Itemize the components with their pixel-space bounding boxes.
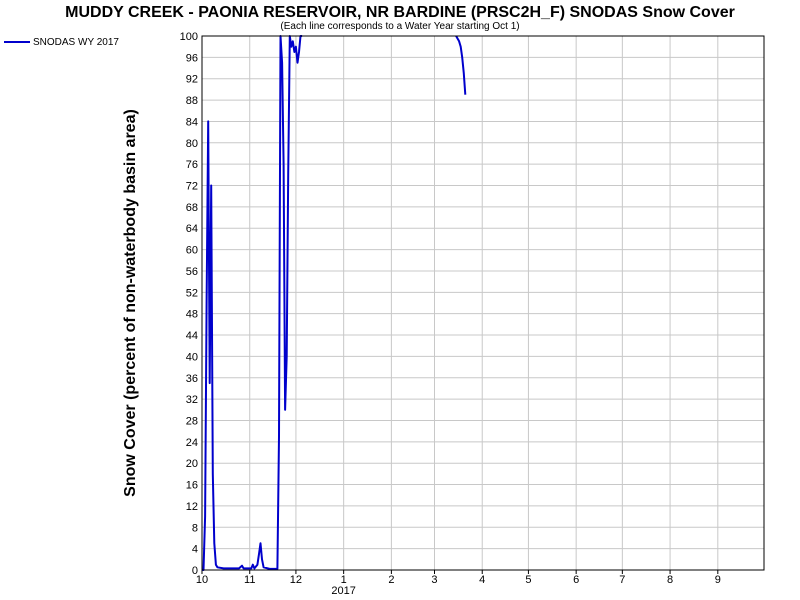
grid [201,35,764,571]
y-tick-label: 28 [186,415,198,427]
x-tick-label: 12 [290,574,302,586]
y-tick-label: 68 [186,202,198,214]
y-tick-label: 16 [186,480,198,492]
y-tick-label: 20 [186,458,198,470]
y-tick-label: 92 [186,74,198,86]
x-tick-label: 9 [715,574,721,586]
y-tick-label: 36 [186,373,198,385]
y-tick-label: 100 [180,31,198,43]
y-tick-label: 4 [192,544,198,556]
legend-label: SNODAS WY 2017 [33,37,119,48]
y-tick-label: 80 [186,138,198,150]
y-tick-label: 48 [186,309,198,321]
chart-subtitle: (Each line corresponds to a Water Year s… [280,21,519,32]
x-tick-label: 3 [431,574,437,586]
x-tick-label: 1 [341,574,347,586]
plot-border [201,35,765,571]
legend: SNODAS WY 2017 [4,37,119,48]
x-tick-label: 6 [573,574,579,586]
y-tick-label: 84 [186,116,198,128]
x-tick-label: 8 [667,574,673,586]
y-tick-label: 88 [186,95,198,107]
chart-title: MUDDY CREEK - PAONIA RESERVOIR, NR BARDI… [65,4,735,21]
x-year-label: 2017 [331,585,355,597]
x-tick-label: 10 [196,574,208,586]
y-tick-label: 32 [186,394,198,406]
y-tick-label: 40 [186,351,198,363]
y-tick-label: 0 [192,565,198,577]
y-axis-ticks: 0481216202428323640444852566064687276808… [180,31,198,577]
x-tick-label: 5 [525,574,531,586]
series-layer [202,35,467,571]
y-tick-label: 72 [186,181,198,193]
y-tick-label: 8 [192,522,198,534]
y-tick-label: 52 [186,287,198,299]
y-tick-label: 12 [186,501,198,513]
y-tick-label: 44 [186,330,198,342]
y-tick-label: 64 [186,223,198,235]
y-tick-label: 96 [186,52,198,64]
y-tick-label: 56 [186,266,198,278]
series-line-0 [202,35,467,571]
x-tick-label: 2 [388,574,394,586]
y-axis-label: Snow Cover (percent of non-waterbody bas… [122,109,139,497]
x-tick-label: 11 [244,574,255,586]
y-tick-label: 76 [186,159,198,171]
y-tick-label: 60 [186,245,198,257]
x-tick-label: 4 [479,574,485,586]
x-tick-label: 7 [619,574,625,586]
y-tick-label: 24 [186,437,198,449]
